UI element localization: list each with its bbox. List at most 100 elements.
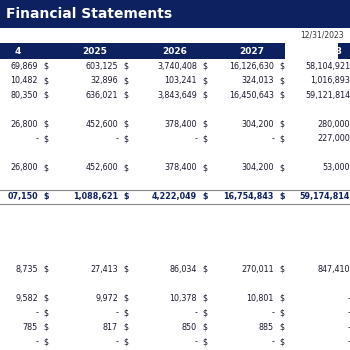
Text: 103,241: 103,241 [164, 76, 197, 85]
Text: $: $ [279, 134, 284, 143]
Text: -: - [347, 308, 350, 317]
Text: $: $ [279, 294, 284, 303]
Text: 280,000: 280,000 [317, 120, 350, 129]
Text: 2027: 2027 [239, 47, 265, 56]
Text: -: - [115, 134, 118, 143]
Text: $: $ [279, 120, 284, 129]
Text: $: $ [43, 337, 48, 346]
Text: 9,582: 9,582 [15, 294, 38, 303]
Text: -: - [194, 308, 197, 317]
Text: $: $ [123, 192, 128, 201]
Text: 378,400: 378,400 [164, 120, 197, 129]
Text: 69,869: 69,869 [10, 62, 38, 71]
Text: 26,800: 26,800 [10, 163, 38, 172]
Text: -: - [115, 308, 118, 317]
Text: $: $ [202, 192, 208, 201]
Text: 58,104,921: 58,104,921 [305, 62, 350, 71]
Text: $: $ [202, 76, 207, 85]
Text: 12/31/2023: 12/31/2023 [300, 31, 344, 40]
Text: $: $ [43, 76, 48, 85]
Bar [0, 0, 350, 28]
Text: 4: 4 [15, 47, 21, 56]
Text: -: - [35, 337, 38, 346]
Text: $: $ [279, 62, 284, 71]
Text: $: $ [202, 134, 207, 143]
Text: $: $ [43, 265, 48, 274]
Text: 2028: 2028 [317, 47, 342, 56]
Bar [0, 43, 285, 59]
Text: 227,000: 227,000 [317, 134, 350, 143]
Bar [338, 43, 350, 59]
Text: -: - [35, 308, 38, 317]
Text: 8,735: 8,735 [15, 265, 38, 274]
Text: $: $ [123, 337, 128, 346]
Text: 885: 885 [259, 323, 274, 332]
Text: 86,034: 86,034 [170, 265, 197, 274]
Text: 603,125: 603,125 [85, 62, 118, 71]
Text: Financial Statements: Financial Statements [6, 7, 172, 21]
Text: 10,482: 10,482 [10, 76, 38, 85]
Text: 378,400: 378,400 [164, 163, 197, 172]
Text: 32,896: 32,896 [90, 76, 118, 85]
Text: $: $ [123, 163, 128, 172]
Text: $: $ [43, 308, 48, 317]
Text: 785: 785 [23, 323, 38, 332]
Text: 16,754,843: 16,754,843 [224, 192, 274, 201]
Text: $: $ [202, 323, 207, 332]
Text: -: - [347, 323, 350, 332]
Text: $: $ [202, 337, 207, 346]
Text: -: - [35, 134, 38, 143]
Text: 16,126,630: 16,126,630 [229, 62, 274, 71]
Text: $: $ [279, 163, 284, 172]
Text: 16,450,643: 16,450,643 [229, 91, 274, 100]
Text: 1,016,893: 1,016,893 [310, 76, 350, 85]
Text: $: $ [202, 265, 207, 274]
Text: 59,174,814: 59,174,814 [300, 192, 350, 201]
Text: $: $ [123, 134, 128, 143]
Text: 53,000: 53,000 [322, 163, 350, 172]
Text: $: $ [123, 308, 128, 317]
Text: 452,600: 452,600 [85, 163, 118, 172]
Text: -: - [271, 337, 274, 346]
Text: $: $ [43, 120, 48, 129]
Text: 07,150: 07,150 [7, 192, 38, 201]
Text: $: $ [123, 120, 128, 129]
Text: -: - [194, 134, 197, 143]
Text: $: $ [279, 337, 284, 346]
Text: $: $ [202, 62, 207, 71]
Text: 850: 850 [182, 323, 197, 332]
Text: 847,410: 847,410 [317, 265, 350, 274]
Text: 9,972: 9,972 [95, 294, 118, 303]
Text: 304,200: 304,200 [241, 120, 274, 129]
Text: $: $ [43, 91, 48, 100]
Text: $: $ [123, 62, 128, 71]
Text: $: $ [202, 308, 207, 317]
Text: $: $ [279, 192, 285, 201]
Text: $: $ [202, 294, 207, 303]
Text: -: - [347, 294, 350, 303]
Text: $: $ [43, 192, 49, 201]
Text: $: $ [123, 265, 128, 274]
Text: 10,801: 10,801 [247, 294, 274, 303]
Text: 452,600: 452,600 [85, 120, 118, 129]
Text: -: - [115, 337, 118, 346]
Text: $: $ [279, 323, 284, 332]
Text: $: $ [123, 91, 128, 100]
Text: 59,121,814: 59,121,814 [305, 91, 350, 100]
Text: 80,350: 80,350 [10, 91, 38, 100]
Text: -: - [194, 337, 197, 346]
Text: $: $ [43, 323, 48, 332]
Text: $: $ [43, 163, 48, 172]
Text: $: $ [279, 308, 284, 317]
Text: 4,222,049: 4,222,049 [152, 192, 197, 201]
Text: 270,011: 270,011 [241, 265, 274, 274]
Text: 304,200: 304,200 [241, 163, 274, 172]
Text: -: - [347, 337, 350, 346]
Text: $: $ [123, 76, 128, 85]
Text: 26,800: 26,800 [10, 120, 38, 129]
Text: 27,413: 27,413 [90, 265, 118, 274]
Text: $: $ [279, 265, 284, 274]
Text: 636,021: 636,021 [85, 91, 118, 100]
Text: 1,088,621: 1,088,621 [73, 192, 118, 201]
Text: 324,013: 324,013 [241, 76, 274, 85]
